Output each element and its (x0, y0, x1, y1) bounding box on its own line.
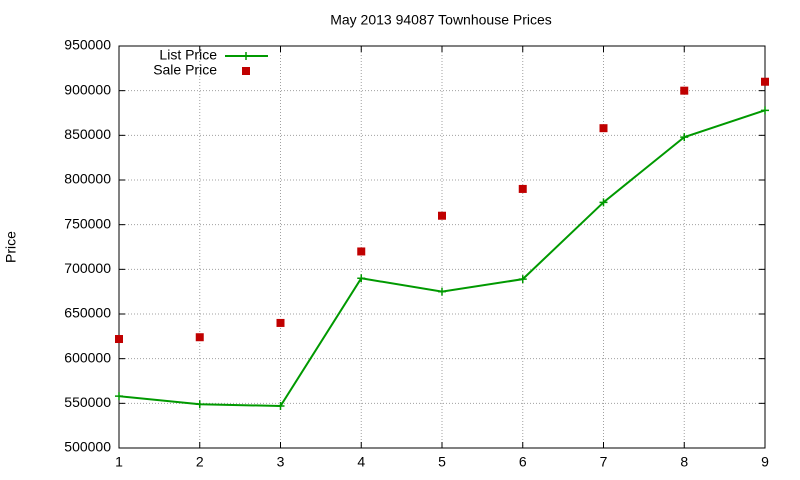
point-marker (680, 133, 689, 142)
point-marker (518, 184, 527, 193)
x-tick-label: 2 (196, 454, 204, 470)
x-tick-label: 8 (680, 454, 688, 470)
y-tick-label: 750000 (64, 215, 111, 231)
legend-marker (242, 52, 250, 60)
x-tick-label: 6 (519, 454, 527, 470)
point-marker (680, 86, 689, 95)
y-tick-label: 950000 (64, 37, 111, 53)
point-marker (518, 275, 527, 284)
point-marker (115, 335, 123, 344)
y-tick-label: 850000 (64, 126, 111, 142)
x-tick-label: 3 (277, 454, 285, 470)
point-marker (599, 124, 608, 133)
point-marker (761, 77, 769, 86)
point-marker (438, 211, 446, 220)
legend-label: List Price (159, 47, 217, 63)
point-marker (195, 333, 204, 342)
legend-marker (242, 67, 250, 75)
y-tick-label: 600000 (64, 349, 111, 365)
x-tick-label: 4 (357, 454, 365, 470)
point-marker (599, 198, 608, 207)
point-marker (276, 318, 285, 327)
point-marker (115, 392, 123, 401)
point-marker (357, 274, 366, 283)
point-marker (761, 106, 769, 115)
chart-title: May 2013 94087 Townhouse Prices (330, 12, 552, 28)
y-tick-label: 700000 (64, 260, 111, 276)
point-marker (438, 287, 446, 296)
point-marker (195, 400, 204, 409)
x-tick-label: 1 (115, 454, 123, 470)
y-tick-label: 900000 (64, 81, 111, 97)
y-tick-label: 650000 (64, 305, 111, 321)
y-tick-label: 550000 (64, 394, 111, 410)
x-tick-label: 9 (761, 454, 769, 470)
point-marker (276, 402, 285, 411)
y-tick-label: 800000 (64, 171, 111, 187)
y-axis-label: Price (3, 231, 19, 263)
x-tick-label: 5 (438, 454, 446, 470)
x-tick-label: 7 (600, 454, 608, 470)
y-tick-label: 500000 (64, 439, 111, 455)
plot-frame (118, 45, 766, 449)
point-marker (357, 247, 366, 256)
legend-label: Sale Price (153, 62, 217, 78)
